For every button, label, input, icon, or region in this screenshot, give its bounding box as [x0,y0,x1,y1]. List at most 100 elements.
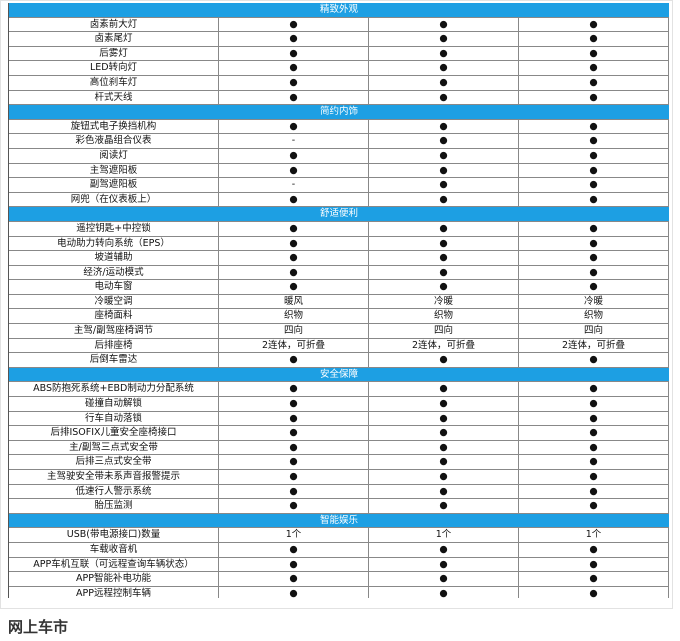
feature-value: ● [369,134,519,148]
spec-row: 主驾/副驾座椅调节 四向 四向 四向 [9,324,669,339]
spec-row: 经济/运动模式 ● ● ● [9,265,669,281]
feature-value: ● [369,251,519,265]
feature-value: ● [369,382,519,397]
feature-value: ● [519,46,669,61]
feature-label: 卤素前大灯 [9,17,219,32]
feature-label: LED转向灯 [9,61,219,75]
feature-value: 1个 [369,528,519,542]
feature-value: ● [369,61,519,75]
feature-value: ● [369,119,519,134]
feature-value: ● [369,397,519,411]
feature-value: 1个 [519,528,669,542]
spec-row: 车载收音机 ● ● ● [9,542,669,558]
feature-label: 主驾驶安全带未系声音报警提示 [9,470,219,484]
feature-value: ● [519,90,669,105]
feature-value: 四向 [219,324,369,338]
spec-row: 遥控钥匙+中控锁 ● ● ● [9,221,669,237]
feature-value: ● [219,251,369,265]
feature-value: ● [219,557,369,572]
feature-value: ● [369,411,519,426]
feature-value: ● [219,90,369,105]
feature-value: 2连体，可折叠 [369,338,519,353]
feature-value: ● [519,542,669,557]
section-header: 简约内饰 [9,105,669,120]
feature-label: 网兜（在仪表板上） [9,192,219,207]
feature-label: 遥控钥匙+中控锁 [9,221,219,236]
feature-label: 后排座椅 [9,338,219,353]
feature-value: ● [219,484,369,499]
feature-label: 后倒车雷达 [9,353,219,367]
spec-row: 卤素前大灯 ● ● ● [9,17,669,33]
section-header: 智能娱乐 [9,513,669,529]
feature-value: 四向 [519,324,669,338]
feature-label: 行车自动落锁 [9,411,219,426]
feature-label: 主/副驾三点式安全带 [9,440,219,455]
spec-row: 后排ISOFIX儿童安全座椅接口 ● ● ● [9,426,669,441]
spec-row: USB(带电源接口)数量 1个 1个 1个 [9,528,669,543]
feature-value: ● [369,90,519,105]
spec-row: 杆式天线 ● ● ● [9,90,669,106]
feature-label: APP车机互联（可远程查询车辆状态） [9,557,219,572]
feature-value: ● [369,163,519,178]
spec-row: 碰撞自动解锁 ● ● ● [9,397,669,412]
feature-label: 后排三点式安全带 [9,455,219,469]
feature-label: 胎压监测 [9,499,219,513]
feature-value: ● [519,148,669,163]
feature-label: 彩色液晶组合仪表 [9,134,219,148]
feature-label: 坡道辅助 [9,251,219,265]
spec-row: 后排三点式安全带 ● ● ● [9,455,669,470]
spec-row: 阅读灯 ● ● ● [9,148,669,164]
feature-value: ● [519,221,669,236]
feature-value: ● [219,221,369,236]
feature-label: 碰撞自动解锁 [9,397,219,411]
spec-row: 主驾遮阳板 ● ● ● [9,163,669,179]
feature-label: 电动助力转向系统（EPS） [9,236,219,251]
spec-row: 高位刹车灯 ● ● ● [9,75,669,91]
spec-row: 网兜（在仪表板上） ● ● ● [9,192,669,208]
feature-value: ● [369,265,519,280]
feature-value: ● [219,397,369,411]
feature-value: ● [219,353,369,367]
feature-value: ● [219,455,369,469]
spec-row: 后雾灯 ● ● ● [9,46,669,62]
feature-label: 主驾/副驾座椅调节 [9,324,219,338]
feature-label: 冷暖空调 [9,294,219,309]
feature-value: 2连体，可折叠 [519,338,669,353]
spec-row: 主驾驶安全带未系声音报警提示 ● ● ● [9,470,669,485]
feature-value: ● [519,470,669,484]
watermark: 网上车市 [8,618,69,636]
spec-row: 胎压监测 ● ● ● [9,499,669,514]
spec-row: 卤素尾灯 ● ● ● [9,32,669,47]
feature-value: ● [369,455,519,469]
feature-value: ● [519,572,669,586]
feature-value: ● [219,236,369,251]
feature-value: ● [219,426,369,440]
spec-row: ABS防抱死系统+EBD制动力分配系统 ● ● ● [9,382,669,398]
feature-value: ● [369,75,519,90]
feature-label: APP远程控制车辆 [9,586,219,598]
feature-value: ● [369,221,519,236]
feature-value: ● [519,32,669,46]
feature-value: ● [219,148,369,163]
spec-row: 行车自动落锁 ● ● ● [9,411,669,427]
feature-value: ● [369,470,519,484]
feature-value: ● [519,17,669,32]
feature-value: ● [219,61,369,75]
feature-value: ● [219,163,369,178]
feature-value: ● [519,61,669,75]
spec-row: 坡道辅助 ● ● ● [9,251,669,266]
feature-value: ● [219,572,369,586]
spec-row: APP智能补电功能 ● ● ● [9,572,669,587]
feature-value: - [219,178,369,192]
feature-label: 经济/运动模式 [9,265,219,280]
feature-value: ● [219,499,369,513]
feature-value: ● [369,148,519,163]
feature-value: ● [369,236,519,251]
image-frame [0,0,673,609]
feature-value: ● [519,499,669,513]
feature-label: 电动车窗 [9,280,219,294]
spec-row: APP远程控制车辆 ● ● ● [9,586,669,598]
feature-label: APP智能补电功能 [9,572,219,586]
section-header: 舒适便利 [9,207,669,222]
